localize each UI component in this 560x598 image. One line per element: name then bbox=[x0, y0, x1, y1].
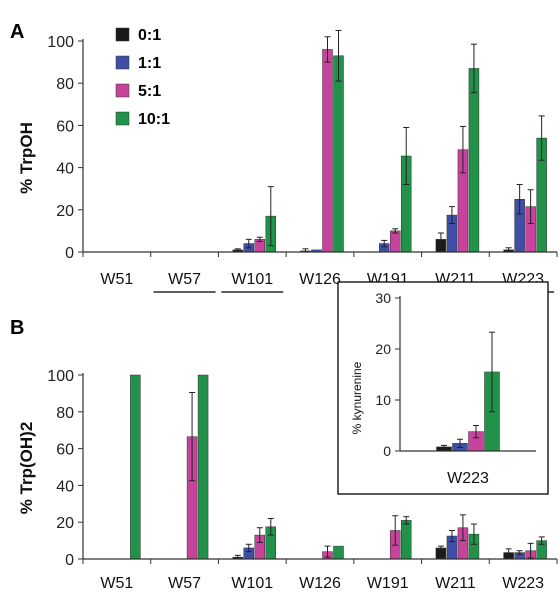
panel-b-bars bbox=[130, 374, 547, 560]
panel-a-legend: 0:1 1:1 5:1 10:1 bbox=[115, 27, 170, 128]
panel-b-letter: B bbox=[10, 317, 24, 339]
inset-frame bbox=[337, 281, 549, 495]
panel-b-y-tick-label: 20 bbox=[56, 515, 74, 532]
panel-b-category-label-w51: W51 bbox=[100, 575, 133, 592]
panel-b-category-label-w211: W211 bbox=[435, 575, 476, 592]
panel-a-y-tick-label: 40 bbox=[56, 161, 74, 178]
panel-a-y-tick-label: 60 bbox=[56, 118, 74, 135]
inset-category-labels: W223 bbox=[447, 470, 489, 487]
panel-b-y-tick-label: 80 bbox=[56, 405, 74, 422]
legend-swatch-1-1 bbox=[115, 55, 130, 70]
legend-label-1-1: 1:1 bbox=[138, 55, 161, 72]
panel-b-category-label-w223: W223 bbox=[502, 575, 544, 592]
inset-y-tick-label: 20 bbox=[375, 341, 391, 357]
panel-a-bars bbox=[232, 29, 547, 253]
panel-b-category-label-w57: W57 bbox=[168, 575, 201, 592]
inset-y-tick-label: 0 bbox=[383, 443, 391, 459]
panel-b-inset: % kynurenine 0 10 20 30 W223 bbox=[337, 281, 549, 495]
panel-a-bar-5-1-w191 bbox=[389, 230, 401, 253]
panel-b-y-ticks: 0 20 40 60 80 100 bbox=[47, 368, 83, 569]
panel-b-y-tick-label: 60 bbox=[56, 442, 74, 459]
panel-a-y-axis-label: % TrpOH bbox=[17, 122, 36, 194]
panel-a-bar-10-1-w126 bbox=[333, 55, 344, 253]
inset-y-axis-label: % kynurenine bbox=[350, 361, 364, 434]
panel-a-category-label-w126: W126 bbox=[299, 271, 341, 288]
panel-a-category-label-w101: W101 bbox=[231, 271, 273, 288]
panel-a-bar-5-1-w126 bbox=[322, 49, 333, 253]
panel-a-y-ticks: 0 20 40 60 80 100 bbox=[47, 34, 83, 262]
panel-b-y-tick-label: 40 bbox=[56, 478, 74, 495]
panel-a-category-label-w51: W51 bbox=[100, 271, 133, 288]
panel-a-bar-10-1-w211 bbox=[468, 68, 480, 253]
inset-category-label-w223: W223 bbox=[447, 470, 489, 487]
legend-swatch-0-1 bbox=[115, 27, 130, 42]
panel-b-bar-10-1-w191 bbox=[400, 520, 412, 560]
panel-a-category-label-w57: W57 bbox=[168, 271, 201, 288]
panel-a-y-tick-label: 0 bbox=[65, 245, 74, 262]
panel-b-y-axis-label: % Trp(OH)2 bbox=[17, 422, 36, 515]
inset-bars bbox=[436, 331, 500, 452]
panel-a-letter: A bbox=[10, 21, 24, 43]
legend-swatch-10-1 bbox=[115, 111, 130, 126]
panel-a-y-tick-label: 100 bbox=[47, 34, 74, 51]
panel-b-y-tick-label: 0 bbox=[65, 552, 74, 569]
panel-a-y-tick-label: 80 bbox=[56, 76, 74, 93]
panel-b-axes bbox=[82, 373, 558, 564]
panel-a-axes bbox=[82, 39, 558, 257]
panel-b-bar-10-1-w51 bbox=[130, 374, 141, 560]
panel-b-bar-10-1-w126 bbox=[333, 545, 344, 560]
panel-b-y-tick-label: 100 bbox=[47, 368, 74, 385]
inset-y-ticks: 0 10 20 30 bbox=[375, 290, 400, 459]
inset-axes bbox=[399, 296, 536, 452]
legend-label-0-1: 0:1 bbox=[138, 27, 161, 44]
panel-b-category-label-w101: W101 bbox=[231, 575, 273, 592]
inset-y-tick-label: 30 bbox=[375, 290, 391, 306]
panel-a-y-tick-label: 20 bbox=[56, 203, 74, 220]
legend-label-10-1: 10:1 bbox=[138, 111, 170, 128]
panel-b-category-label-w191: W191 bbox=[367, 575, 409, 592]
panel-b-category-labels: W51 W57 W101 W126 W191 W211 W223 bbox=[100, 575, 544, 592]
legend-label-5-1: 5:1 bbox=[138, 83, 161, 100]
panel-b-bar-10-1-w57 bbox=[197, 374, 209, 560]
panel-b-category-label-w126: W126 bbox=[299, 575, 341, 592]
inset-y-tick-label: 10 bbox=[375, 392, 391, 408]
legend-swatch-5-1 bbox=[115, 83, 130, 98]
